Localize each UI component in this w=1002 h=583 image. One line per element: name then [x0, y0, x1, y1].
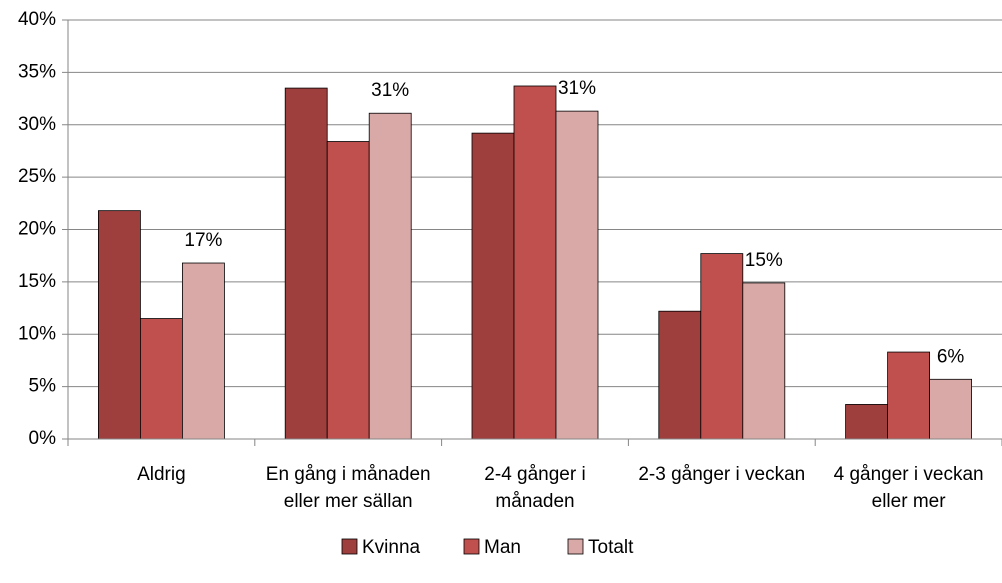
y-tick-label: 20%	[18, 219, 56, 240]
data-label: 31%	[558, 78, 596, 99]
legend-label: Man	[484, 537, 521, 558]
data-label: 6%	[937, 346, 965, 367]
x-tick-label: 2-3 gånger i veckan	[638, 464, 806, 485]
x-tick-label: 4 gånger i veckan eller mer	[833, 464, 984, 512]
bar	[139, 318, 183, 440]
x-tick-label: 2-4 gånger i månaden	[484, 464, 586, 512]
legend-label: Totalt	[588, 537, 634, 558]
bar	[98, 210, 141, 440]
bar	[513, 85, 557, 440]
legend-swatch	[341, 538, 358, 555]
bar	[326, 141, 370, 440]
bar	[700, 253, 744, 440]
y-tick-label: 10%	[18, 323, 56, 344]
y-tick-label: 30%	[18, 114, 56, 135]
bar	[181, 262, 225, 440]
bar	[471, 132, 515, 440]
bar	[929, 378, 972, 440]
x-tick-label: En gång i månaden eller mer sällan	[265, 464, 431, 512]
bar	[555, 110, 599, 440]
data-label: 17%	[184, 230, 222, 251]
legend-label: Kvinna	[362, 537, 421, 558]
y-tick-label: 25%	[18, 166, 56, 187]
bar	[887, 351, 930, 440]
x-tick-label: Aldrig	[137, 464, 186, 485]
bar	[742, 282, 786, 440]
y-tick-label: 40%	[18, 9, 56, 30]
bar	[284, 87, 328, 440]
y-tick-label: 35%	[18, 61, 56, 82]
y-tick-label: 0%	[29, 428, 57, 449]
legend-swatch	[567, 538, 584, 555]
bar	[658, 310, 702, 440]
data-label: 15%	[745, 250, 783, 271]
bar	[845, 404, 888, 440]
bar	[368, 112, 412, 440]
y-tick-label: 5%	[29, 376, 57, 397]
data-label: 31%	[371, 80, 409, 101]
legend-swatch	[463, 538, 480, 555]
y-tick-label: 15%	[18, 271, 56, 292]
